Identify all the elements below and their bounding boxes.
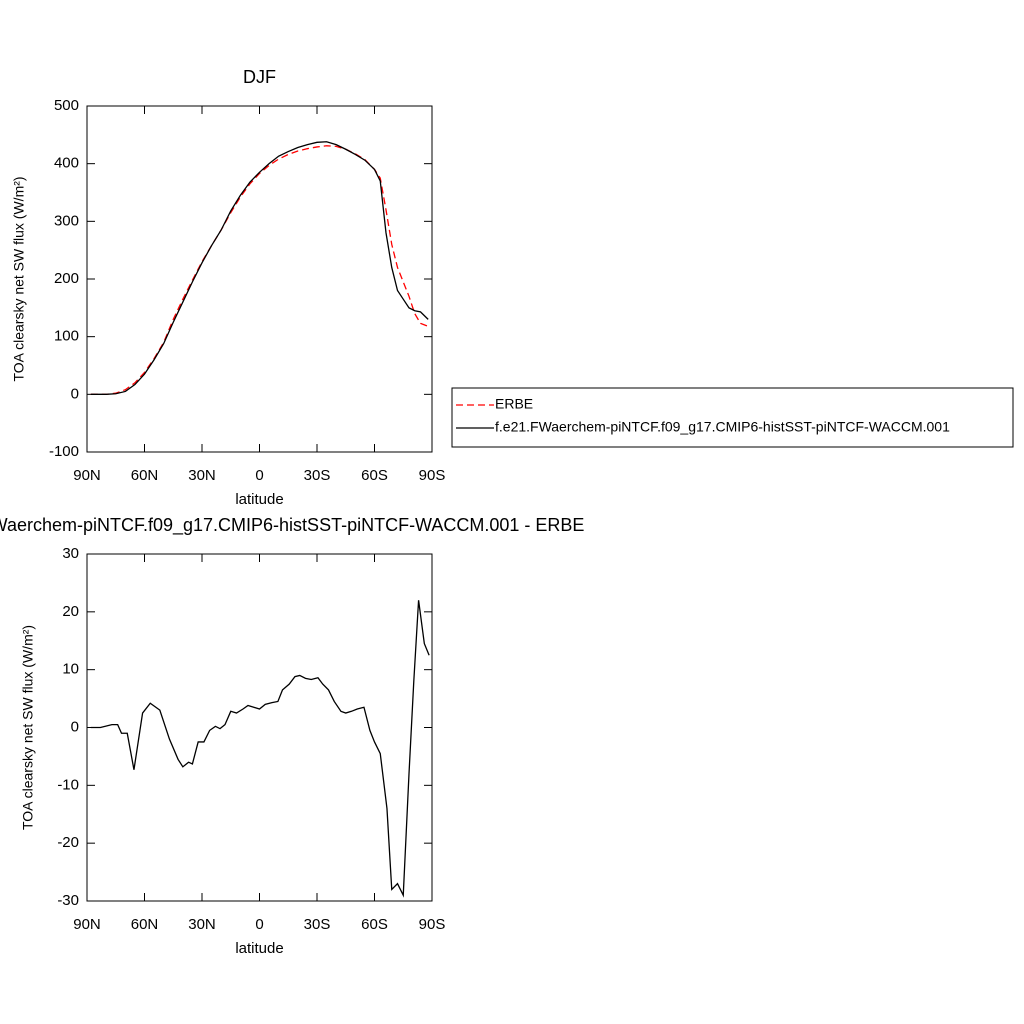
x-tick-label: 0 <box>255 916 263 933</box>
y-tick-label: 0 <box>71 385 79 402</box>
y-tick-label: 200 <box>54 270 79 287</box>
x-tick-label: 30N <box>188 916 216 933</box>
y-axis-label: TOA clearsky net SW flux (W/m²) <box>11 176 27 381</box>
y-tick-label: 300 <box>54 212 79 229</box>
y-tick-label: 400 <box>54 155 79 172</box>
plot-frame <box>86 553 433 902</box>
y-tick-label: -10 <box>57 776 79 793</box>
x-tick-label: 60N <box>131 916 159 933</box>
y-tick-label: 500 <box>54 97 79 114</box>
x-tick-label: 90N <box>73 467 101 484</box>
y-tick-label: -30 <box>57 892 79 909</box>
x-axis-label: latitude <box>235 491 283 508</box>
x-tick-label: 60S <box>361 467 388 484</box>
y-tick-label: -20 <box>57 834 79 851</box>
x-tick-label: 90N <box>73 916 101 933</box>
x-tick-label: 0 <box>255 467 263 484</box>
x-tick-label: 30S <box>304 467 331 484</box>
y-tick-label: -100 <box>49 443 79 460</box>
data-line <box>90 141 429 395</box>
x-tick-label: 90S <box>419 916 446 933</box>
y-tick-label: 30 <box>62 545 79 562</box>
plot-frame <box>86 105 433 453</box>
x-tick-label: 60N <box>131 467 159 484</box>
y-tick-label: 20 <box>62 603 79 620</box>
legend-label: ERBE <box>495 396 533 412</box>
x-tick-label: 90S <box>419 467 446 484</box>
chart-title: f.e21.FWaerchem-piNTCF.f09_g17.CMIP6-his… <box>0 515 584 536</box>
y-axis-label: TOA clearsky net SW flux (W/m²) <box>20 625 36 830</box>
x-tick-label: 30S <box>304 916 331 933</box>
x-tick-label: 30N <box>188 467 216 484</box>
x-axis-label: latitude <box>235 940 283 957</box>
y-tick-label: 100 <box>54 328 79 345</box>
data-line <box>90 145 429 395</box>
y-tick-label: 0 <box>71 718 79 735</box>
legend-label: f.e21.FWaerchem-piNTCF.f09_g17.CMIP6-his… <box>495 419 950 435</box>
chart-title: DJF <box>243 67 276 87</box>
y-tick-label: 10 <box>62 661 79 678</box>
x-tick-label: 60S <box>361 916 388 933</box>
legend-box <box>451 387 1014 448</box>
data-line <box>90 600 430 898</box>
